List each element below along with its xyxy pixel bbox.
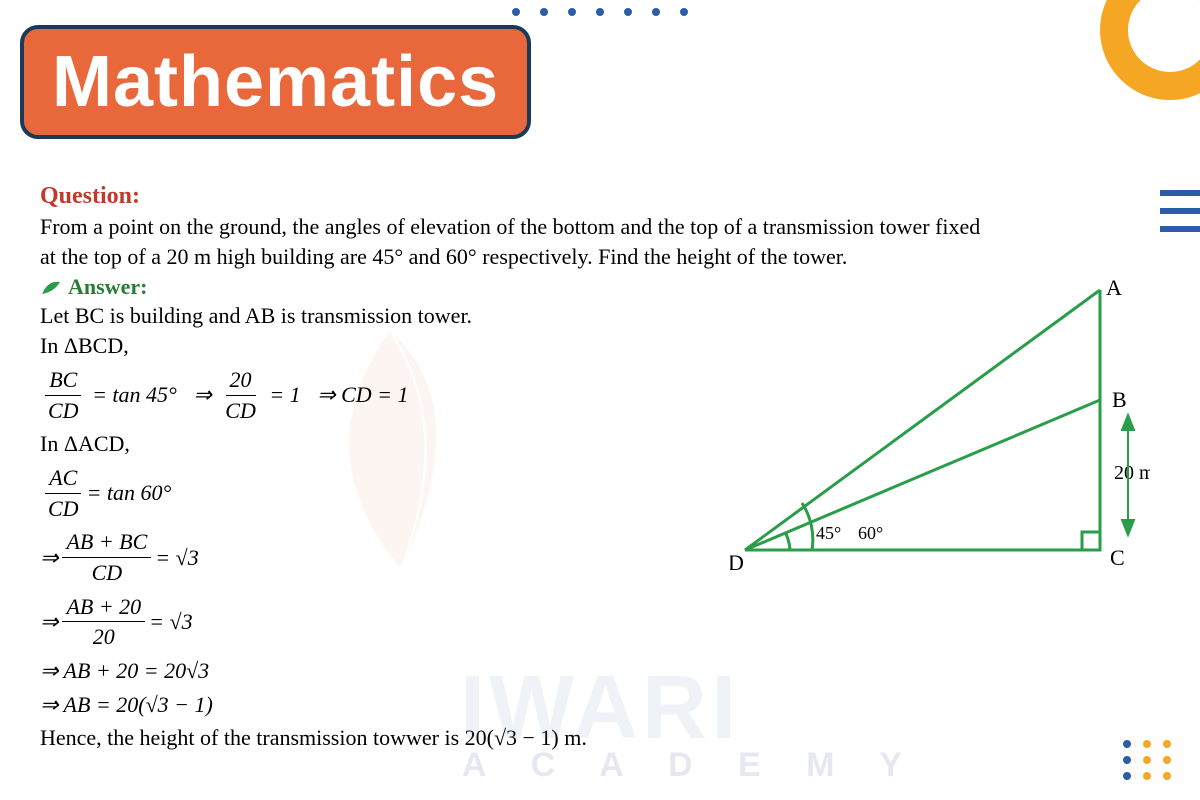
- question-text: From a point on the ground, the angles o…: [40, 212, 1000, 271]
- equation-5: ⇒ AB + 20 = 20√3: [40, 656, 1160, 686]
- right-lines-decoration: [1160, 190, 1200, 232]
- label-angle60: 60°: [858, 523, 883, 543]
- label-angle45: 45°: [816, 523, 841, 543]
- label-A: A: [1106, 275, 1122, 300]
- equation-4: ⇒ AB + 2020 = √3: [40, 592, 1160, 652]
- corner-ring-decoration: [1100, 0, 1200, 100]
- conclusion: Hence, the height of the transmission to…: [40, 723, 1160, 753]
- label-B: B: [1112, 387, 1127, 412]
- page-title-badge: Mathematics: [20, 25, 531, 139]
- label-C: C: [1110, 545, 1125, 570]
- top-dots-decoration: [512, 8, 688, 16]
- leaf-icon: [40, 278, 62, 296]
- label-D: D: [730, 550, 744, 575]
- equation-6: ⇒ AB = 20(√3 − 1): [40, 690, 1160, 720]
- label-height: 20 m: [1114, 462, 1150, 484]
- question-label: Question:: [40, 180, 1160, 212]
- triangle-diagram: A B C D 45° 60° 20 m: [730, 275, 1150, 595]
